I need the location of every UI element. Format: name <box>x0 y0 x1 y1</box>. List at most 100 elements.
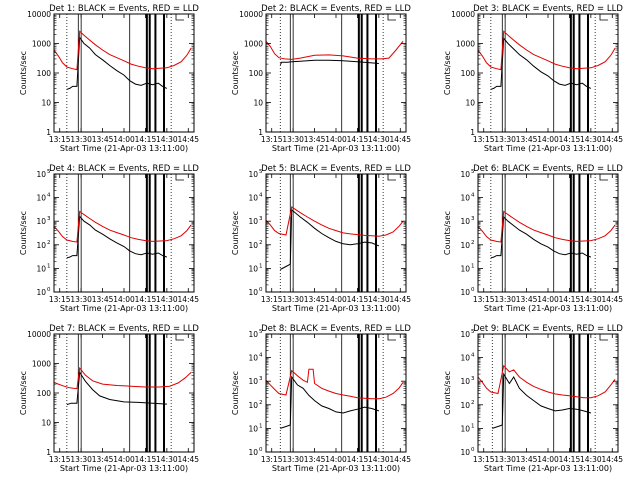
plot-frame <box>477 173 619 293</box>
y-tick-label: 10 <box>248 194 258 203</box>
x-axis-label: Start Time (21-Apr-03 13:11:00) <box>60 464 188 473</box>
x-tick-label: 14:00 <box>113 455 135 464</box>
y-tick-label: 10 <box>460 217 470 226</box>
x-tick-label: 14:45 <box>601 295 623 304</box>
x-tick-label: 13:15 <box>49 295 71 304</box>
series-lld-line <box>266 206 404 237</box>
panel-title: Det 6: BLACK = Events, RED = LLD <box>473 164 623 174</box>
y-tick-label: 1 <box>46 448 51 457</box>
plot-frame <box>265 173 407 293</box>
x-tick-label: 13:30 <box>494 455 516 464</box>
y-tick-exponent: 4 <box>471 193 475 199</box>
x-tick-label: 14:15 <box>559 455 581 464</box>
x-tick-label: 13:30 <box>70 135 92 144</box>
y-tick-label: 100 <box>461 69 476 78</box>
y-tick-exponent: 1 <box>47 263 51 269</box>
y-tick-exponent: 0 <box>47 287 51 293</box>
y-axis-label: Counts/sec <box>231 51 240 95</box>
y-tick-label: 10 <box>248 330 258 339</box>
x-tick-label: 13:45 <box>304 455 326 464</box>
y-tick-exponent: 3 <box>471 376 475 382</box>
y-tick-exponent: 5 <box>259 169 263 175</box>
y-tick-label: 10 <box>460 401 470 410</box>
x-axis-label: Start Time (21-Apr-03 13:11:00) <box>272 304 400 313</box>
y-tick-label: 10000 <box>451 10 475 19</box>
panel-title: Det 7: BLACK = Events, RED = LLD <box>49 324 199 334</box>
chart-panel-7: Det 7: BLACK = Events, RED = LLD 13:15 13:… <box>19 324 199 473</box>
x-tick-label: 14:30 <box>156 295 178 304</box>
x-tick-label: 14:45 <box>177 295 199 304</box>
y-tick-label: 10 <box>460 377 470 386</box>
x-tick-label: 13:30 <box>70 295 92 304</box>
y-tick-exponent: 2 <box>259 240 263 246</box>
y-axis-label: Counts/sec <box>231 371 240 415</box>
y-tick-label: 10 <box>460 288 470 297</box>
x-tick-label: 14:30 <box>368 295 390 304</box>
y-tick-exponent: 5 <box>47 169 51 175</box>
x-tick-label: 13:15 <box>49 455 71 464</box>
y-tick-label: 1000 <box>32 360 51 369</box>
series-events-line <box>280 375 380 429</box>
y-tick-exponent: 1 <box>259 423 263 429</box>
series-lld-line <box>54 366 192 390</box>
y-axis-label: Counts/sec <box>231 211 240 255</box>
y-tick-label: 10 <box>36 170 46 179</box>
x-tick-label: 14:45 <box>389 295 411 304</box>
x-tick-label: 13:45 <box>516 135 538 144</box>
y-tick-exponent: 1 <box>471 423 475 429</box>
panel-title: Det 2: BLACK = Events, RED = LLD <box>261 4 411 14</box>
y-tick-exponent: 3 <box>259 216 263 222</box>
y-tick-label: 100 <box>37 389 52 398</box>
y-tick-label: 10 <box>248 217 258 226</box>
x-tick-label: 13:15 <box>473 135 495 144</box>
y-tick-label: 1 <box>46 128 51 137</box>
x-tick-label: 13:15 <box>473 295 495 304</box>
y-tick-label: 10 <box>248 377 258 386</box>
y-tick-exponent: 1 <box>471 263 475 269</box>
x-tick-label: 14:00 <box>537 135 559 144</box>
y-tick-label: 10 <box>248 170 258 179</box>
x-tick-label: 14:30 <box>580 455 602 464</box>
series-lld-line <box>478 364 616 399</box>
series-events-line <box>66 215 168 259</box>
x-tick-label: 14:15 <box>135 135 157 144</box>
y-tick-exponent: 2 <box>259 400 263 406</box>
x-tick-label: 13:30 <box>70 455 92 464</box>
panel-title: Det 3: BLACK = Events, RED = LLD <box>473 4 623 14</box>
x-tick-label: 14:30 <box>156 455 178 464</box>
y-tick-exponent: 3 <box>471 216 475 222</box>
y-tick-exponent: 5 <box>471 329 475 335</box>
x-tick-label: 14:15 <box>135 295 157 304</box>
y-axis-label: Counts/sec <box>19 371 28 415</box>
series-events-line <box>490 215 592 259</box>
y-tick-label: 1000 <box>244 40 263 49</box>
y-tick-label: 10 <box>36 264 46 273</box>
x-tick-label: 13:30 <box>282 135 304 144</box>
x-tick-label: 14:45 <box>389 135 411 144</box>
series-lld-line <box>54 210 192 243</box>
series-events-line <box>490 37 592 90</box>
x-axis-label: Start Time (21-Apr-03 13:11:00) <box>484 144 612 153</box>
corner-marker <box>599 14 608 21</box>
x-tick-label: 13:30 <box>282 455 304 464</box>
y-tick-label: 10 <box>460 170 470 179</box>
x-tick-label: 13:45 <box>304 135 326 144</box>
x-tick-label: 13:30 <box>494 135 516 144</box>
y-tick-label: 10 <box>36 241 46 250</box>
y-tick-label: 10000 <box>27 10 51 19</box>
x-tick-label: 13:45 <box>304 295 326 304</box>
y-tick-label: 10 <box>248 424 258 433</box>
y-axis-label: Counts/sec <box>19 51 28 95</box>
y-tick-label: 10 <box>460 330 470 339</box>
panel-title: Det 9: BLACK = Events, RED = LLD <box>473 324 623 334</box>
y-tick-exponent: 0 <box>471 287 475 293</box>
x-tick-label: 14:15 <box>559 295 581 304</box>
corner-marker <box>387 14 396 21</box>
corner-marker <box>599 174 608 181</box>
series-events-line <box>492 372 592 429</box>
plot-frame <box>477 13 619 133</box>
plot-frame <box>265 13 407 133</box>
